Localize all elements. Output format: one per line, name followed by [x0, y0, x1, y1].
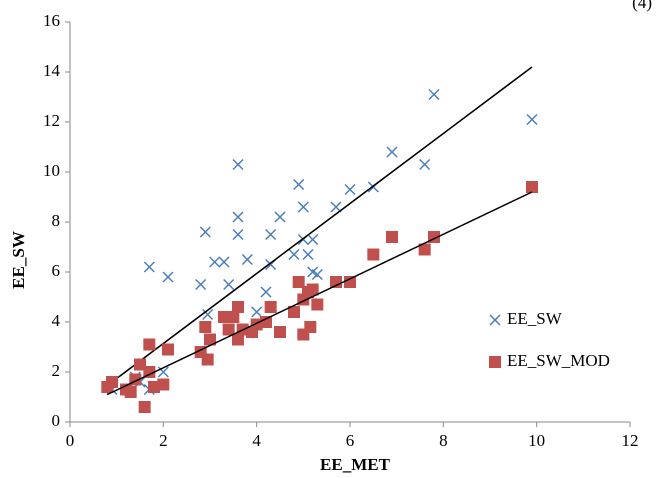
point [222, 323, 235, 336]
point [199, 226, 211, 238]
point [428, 88, 440, 101]
y-tick-label: 16 [43, 11, 60, 30]
point [199, 321, 212, 333]
point [526, 113, 538, 126]
y-tick-label: 14 [43, 61, 61, 80]
y-tick-label: 2 [52, 361, 61, 380]
point [386, 231, 398, 243]
point [274, 211, 286, 223]
point [330, 276, 342, 288]
equation-number: (4) [632, 0, 652, 12]
point [143, 261, 155, 273]
x-tick-label: 6 [346, 431, 355, 450]
point [260, 316, 272, 328]
point [227, 311, 240, 323]
y-tick-label: 12 [43, 111, 60, 130]
point [307, 233, 319, 246]
point [232, 211, 244, 223]
x-axis-label: EE_MET [320, 455, 391, 474]
point [306, 283, 319, 296]
point [148, 381, 160, 393]
point [143, 366, 156, 378]
point [202, 308, 214, 321]
point [209, 256, 221, 268]
point [143, 338, 156, 351]
y-tick-label: 4 [52, 311, 61, 330]
legend-label: EE_SW_MOD [507, 351, 610, 370]
point [302, 248, 314, 261]
point [311, 298, 324, 311]
point [311, 268, 323, 281]
point [232, 158, 244, 171]
point [218, 311, 230, 323]
point [232, 228, 244, 241]
point [124, 386, 137, 398]
point [344, 276, 356, 288]
point [292, 276, 305, 288]
y-tick-label: 10 [43, 161, 60, 180]
point [418, 243, 431, 256]
y-tick-label: 8 [52, 211, 61, 230]
trendline [107, 191, 533, 396]
x-tick-label: 2 [159, 431, 168, 450]
point [386, 146, 398, 158]
point [134, 358, 146, 371]
point [157, 378, 170, 391]
point [232, 301, 244, 313]
point [367, 248, 380, 261]
point [162, 343, 174, 356]
point [201, 353, 214, 366]
x-tick-label: 12 [622, 431, 639, 450]
y-axis-label: EE_SW [9, 231, 28, 289]
point [274, 326, 286, 338]
point [204, 333, 216, 346]
point [297, 201, 309, 213]
point [304, 321, 317, 333]
trendline [111, 66, 533, 383]
x-tick-label: 0 [66, 431, 75, 450]
legend-label: EE_SW [507, 309, 563, 328]
point [251, 306, 263, 318]
y-tick-label: 0 [52, 411, 61, 430]
point [526, 181, 538, 193]
x-tick-label: 8 [439, 431, 448, 450]
legend-marker [489, 356, 501, 368]
point [162, 271, 174, 283]
point [288, 248, 300, 261]
point [232, 333, 244, 346]
point [241, 253, 253, 266]
point [195, 278, 207, 291]
y-tick-label: 6 [52, 261, 61, 280]
x-tick-label: 4 [252, 431, 261, 450]
point [288, 306, 300, 318]
point [265, 228, 277, 241]
point [260, 286, 272, 298]
point [264, 301, 277, 313]
point [106, 376, 118, 388]
legend-marker [489, 314, 501, 326]
point [419, 158, 431, 171]
point [223, 278, 235, 291]
point [344, 183, 356, 196]
point [218, 256, 230, 268]
point [293, 178, 305, 191]
point [138, 401, 151, 413]
x-tick-label: 10 [528, 431, 545, 450]
point [330, 201, 342, 213]
